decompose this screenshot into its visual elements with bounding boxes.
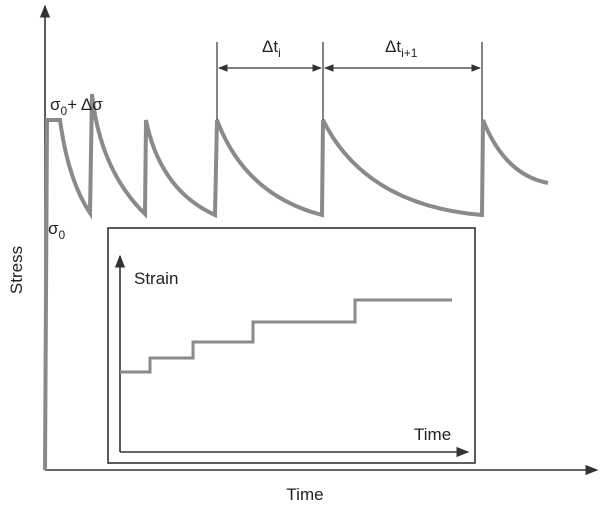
inset-frame <box>107 227 476 464</box>
y-axis-label: Stress <box>7 246 26 294</box>
stress-curve <box>43 93 549 471</box>
symbol: Δt <box>385 37 401 56</box>
inset-y-label: Strain <box>134 269 178 288</box>
strain-curve <box>120 298 452 374</box>
symbol: Δt <box>262 37 278 56</box>
subscript: 0 <box>61 104 68 118</box>
x-axis-label: Time <box>286 485 323 504</box>
text: + Δσ <box>67 95 103 114</box>
base-label: σ0 <box>48 219 66 242</box>
inset-x-label: Time <box>414 425 451 444</box>
symbol: σ <box>50 95 61 114</box>
symbol: σ <box>48 219 59 238</box>
subscript: i+1 <box>401 46 418 60</box>
interval-label: Δti <box>262 37 281 60</box>
subscript: i <box>278 46 281 60</box>
subscript: 0 <box>59 228 66 242</box>
interval-label: Δti+1 <box>385 37 418 60</box>
peak-label: σ0+ Δσ <box>50 95 103 118</box>
